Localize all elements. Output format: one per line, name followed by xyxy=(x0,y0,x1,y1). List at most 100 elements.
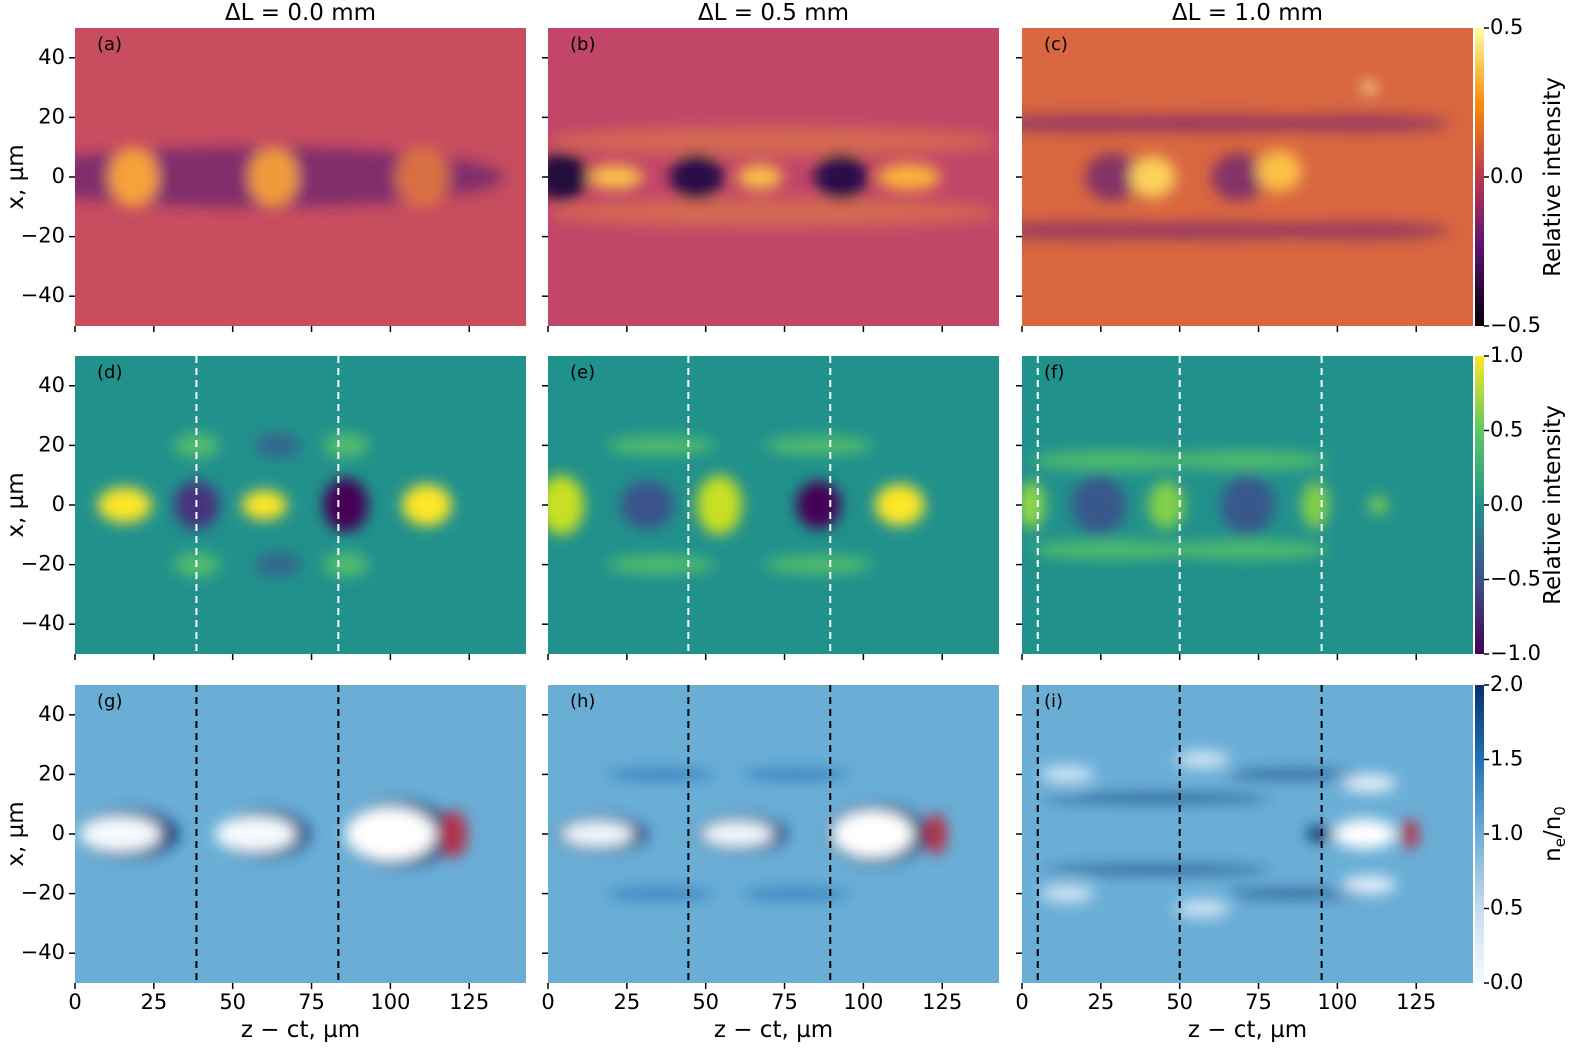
panel-label: (i) xyxy=(1044,691,1063,712)
x-tick-label: 25 xyxy=(613,990,640,1014)
panel: 0 25 50 75 100 125 (h) z − ct, µm xyxy=(541,685,999,1043)
heatmap-feature xyxy=(548,126,999,157)
heatmap-feature xyxy=(323,478,369,532)
heatmap-background xyxy=(1022,685,1473,983)
heatmap-feature xyxy=(606,887,715,900)
heatmap-feature xyxy=(1342,774,1397,793)
colorbar-label-part: /n xyxy=(1540,816,1566,838)
heatmap-feature xyxy=(255,433,301,458)
heatmap-feature xyxy=(796,481,842,529)
colorbar-tick-label: 1.0 xyxy=(1490,343,1523,367)
heatmap-feature xyxy=(669,153,724,201)
y-axis-label: x, µm xyxy=(3,472,29,537)
heatmap-feature xyxy=(606,436,715,455)
heatmap-feature xyxy=(1022,481,1045,529)
heatmap-feature xyxy=(561,820,634,848)
heatmap-feature xyxy=(874,484,925,526)
colorbar-tick-label: 2.0 xyxy=(1490,672,1523,696)
heatmap-feature xyxy=(620,481,675,529)
panel: 0 25 50 75 100 125 −40 −20 0 20 40 (g) z − ct, µm x, … xyxy=(3,685,526,1043)
heatmap-feature xyxy=(737,165,783,189)
panel: (c) ΔL = 1.0 mm −0.5 0.0 0.5 Relative intensi… xyxy=(1016,0,1566,337)
heatmap-features xyxy=(79,801,468,867)
heatmap-features xyxy=(1022,451,1388,559)
y-tick-label: −20 xyxy=(21,552,65,576)
heatmap-feature xyxy=(548,197,999,228)
heatmap-image xyxy=(548,685,999,983)
heatmap-feature xyxy=(1224,890,1361,898)
heatmap-feature xyxy=(323,433,369,458)
heatmap-feature xyxy=(1031,451,1194,470)
heatmap-features xyxy=(75,147,504,207)
heatmap-feature xyxy=(1134,114,1316,133)
heatmap-feature xyxy=(1148,481,1185,529)
panel-label: (f) xyxy=(1044,362,1064,383)
heatmap-image xyxy=(75,28,526,326)
x-tick-label: 125 xyxy=(922,990,962,1014)
y-tick-label: 40 xyxy=(38,702,65,726)
heatmap-feature xyxy=(701,820,774,848)
colorbar-tick-label: −0.5 xyxy=(1490,567,1541,591)
x-tick-label: 125 xyxy=(449,990,489,1014)
heatmap-feature xyxy=(696,475,742,535)
x-tick-label: 75 xyxy=(1245,990,1272,1014)
panel: −40 −20 0 20 40 (d) x, µm xyxy=(3,356,526,660)
colorbar-tick-label: 0.0 xyxy=(1490,970,1523,994)
heatmap-feature xyxy=(97,487,152,523)
heatmap-features xyxy=(1022,81,1451,240)
y-tick-label: 0 xyxy=(52,164,65,188)
heatmap-feature xyxy=(1166,540,1329,559)
heatmap-feature xyxy=(1040,765,1095,784)
panel-label: (a) xyxy=(97,34,122,55)
heatmap-feature xyxy=(1175,750,1230,769)
heatmap-feature xyxy=(548,475,585,535)
panel-label: (g) xyxy=(97,691,122,712)
heatmap-feature xyxy=(548,153,589,201)
heatmap-feature xyxy=(1031,540,1194,559)
column-title: ΔL = 0.0 mm xyxy=(225,0,376,26)
x-tick-label: 75 xyxy=(771,990,798,1014)
x-tick-label: 0 xyxy=(1015,990,1028,1014)
heatmap-feature xyxy=(1044,794,1271,802)
heatmap-feature xyxy=(764,436,873,455)
heatmap-feature xyxy=(1256,150,1302,192)
heatmap-feature xyxy=(1369,496,1388,514)
x-tick-label: 50 xyxy=(219,990,246,1014)
x-axis-label: z − ct, µm xyxy=(241,1017,360,1043)
heatmap-image xyxy=(548,28,999,326)
colorbar xyxy=(1475,28,1484,326)
colorbar-label-part: n xyxy=(1540,847,1566,862)
heatmap-feature xyxy=(1301,481,1329,529)
heatmap-features xyxy=(1040,750,1419,918)
heatmap-feature xyxy=(832,810,914,858)
y-tick-label: 20 xyxy=(38,104,65,128)
heatmap-feature xyxy=(214,816,296,852)
colorbar-tick-label: −1.0 xyxy=(1490,641,1541,665)
panel-label: (d) xyxy=(97,362,122,383)
heatmap-feature xyxy=(255,552,301,577)
heatmap-feature xyxy=(764,555,873,574)
x-tick-label: 100 xyxy=(370,990,410,1014)
heatmap-feature xyxy=(1342,875,1397,894)
heatmap-feature xyxy=(606,555,715,574)
y-tick-label: −40 xyxy=(21,611,65,635)
panel-label: (c) xyxy=(1044,34,1068,55)
heatmap-feature xyxy=(814,153,869,201)
heatmap-feature xyxy=(1224,770,1361,778)
heatmap-features xyxy=(548,126,999,228)
heatmap-feature xyxy=(588,165,643,189)
colorbar-label-part: 0 xyxy=(1551,806,1569,816)
heatmap-feature xyxy=(401,484,452,526)
colorbar-tick-label: 0.0 xyxy=(1490,492,1523,516)
x-tick-label: 0 xyxy=(68,990,81,1014)
heatmap-image xyxy=(75,356,526,654)
heatmap-feature xyxy=(1400,819,1419,849)
colorbar xyxy=(1475,685,1484,983)
heatmap-feature xyxy=(1306,826,1334,842)
y-tick-label: −20 xyxy=(21,881,65,905)
panel: −40 −20 0 20 40 (a) ΔL = 0.0 mm x, µm xyxy=(3,0,526,332)
colorbar-tick-label: 1.5 xyxy=(1490,747,1523,771)
panel: (b) ΔL = 0.5 mm xyxy=(542,0,999,332)
x-tick-label: 25 xyxy=(140,990,167,1014)
